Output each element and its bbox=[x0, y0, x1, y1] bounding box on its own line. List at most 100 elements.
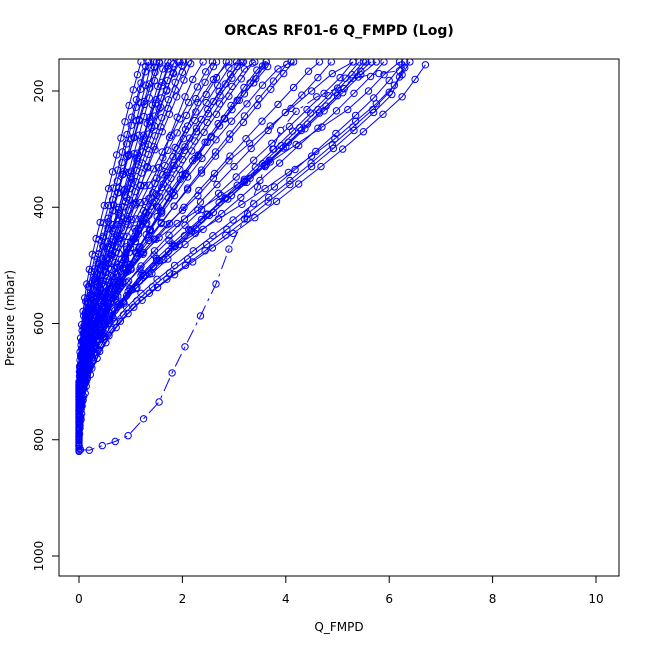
data-point bbox=[170, 161, 178, 170]
y-tick-label: 400 bbox=[32, 196, 46, 219]
series-line bbox=[78, 61, 354, 386]
data-point bbox=[312, 147, 320, 156]
data-point bbox=[223, 225, 231, 234]
y-axis: 200 400 600 800 1000 bbox=[32, 80, 60, 571]
data-point bbox=[180, 203, 188, 212]
data-point bbox=[307, 87, 316, 95]
data-point bbox=[138, 296, 146, 304]
data-point bbox=[102, 307, 110, 315]
data-point bbox=[165, 231, 173, 239]
data-point bbox=[180, 146, 189, 155]
data-point bbox=[184, 98, 193, 107]
data-point bbox=[269, 145, 277, 153]
data-point bbox=[173, 129, 181, 137]
data-point bbox=[167, 131, 175, 139]
data-point bbox=[98, 261, 106, 270]
data-point bbox=[133, 283, 141, 292]
data-point bbox=[192, 128, 201, 136]
data-point bbox=[250, 200, 258, 208]
data-point bbox=[104, 201, 113, 210]
data-point bbox=[179, 59, 188, 66]
data-point bbox=[196, 198, 205, 206]
data-point bbox=[385, 88, 393, 96]
data-point bbox=[359, 59, 368, 66]
data-point bbox=[196, 312, 205, 320]
data-point bbox=[225, 64, 233, 72]
data-point bbox=[169, 188, 178, 196]
data-point bbox=[181, 343, 189, 351]
data-point bbox=[168, 369, 176, 377]
data-point bbox=[291, 165, 299, 174]
data-point bbox=[116, 231, 124, 239]
data-point bbox=[158, 78, 166, 87]
data-point bbox=[132, 103, 140, 112]
data-point bbox=[154, 164, 163, 172]
data-point bbox=[158, 114, 166, 122]
data-point bbox=[109, 201, 118, 209]
data-point bbox=[237, 193, 245, 202]
data-point bbox=[126, 184, 134, 193]
data-point bbox=[128, 215, 136, 224]
data-point bbox=[125, 101, 133, 110]
data-point bbox=[189, 75, 197, 84]
data-point bbox=[315, 109, 324, 117]
data-point bbox=[188, 147, 196, 155]
data-point bbox=[331, 135, 339, 143]
data-point bbox=[113, 271, 121, 279]
data-point bbox=[153, 212, 161, 221]
data-point bbox=[240, 90, 249, 98]
data-point bbox=[142, 220, 150, 228]
data-point bbox=[307, 159, 315, 167]
data-point bbox=[119, 170, 128, 178]
data-point bbox=[267, 85, 275, 94]
series-25 bbox=[75, 59, 414, 422]
data-point bbox=[165, 110, 174, 119]
data-point bbox=[170, 261, 179, 270]
data-point bbox=[135, 277, 144, 285]
data-point bbox=[307, 162, 316, 171]
data-point bbox=[151, 146, 159, 154]
data-point bbox=[286, 176, 294, 185]
data-point bbox=[112, 293, 120, 301]
data-point bbox=[203, 240, 211, 249]
data-point bbox=[153, 283, 162, 292]
data-point bbox=[253, 183, 262, 191]
data-point bbox=[141, 197, 149, 206]
data-point bbox=[239, 59, 248, 66]
data-point bbox=[332, 129, 340, 138]
data-point bbox=[395, 67, 404, 75]
data-point bbox=[226, 152, 234, 160]
x-tick-label: 10 bbox=[588, 592, 603, 606]
data-point bbox=[104, 278, 113, 286]
data-point bbox=[255, 94, 263, 103]
data-point bbox=[155, 59, 163, 66]
data-point bbox=[182, 111, 191, 120]
data-point bbox=[142, 62, 150, 71]
data-point bbox=[181, 221, 189, 230]
data-point bbox=[123, 279, 131, 287]
data-point bbox=[173, 93, 181, 101]
series-line bbox=[80, 70, 400, 451]
data-point bbox=[276, 126, 285, 135]
data-point bbox=[164, 255, 172, 263]
data-point bbox=[132, 198, 140, 207]
data-point bbox=[256, 176, 264, 185]
data-point bbox=[132, 96, 141, 104]
data-point bbox=[240, 215, 249, 223]
data-point bbox=[349, 59, 357, 66]
data-point bbox=[132, 227, 140, 235]
data-point bbox=[133, 149, 142, 157]
data-point bbox=[258, 81, 267, 89]
data-point bbox=[85, 265, 94, 274]
data-point bbox=[214, 189, 223, 198]
data-point bbox=[212, 59, 221, 66]
data-point bbox=[189, 247, 198, 255]
data-point bbox=[200, 128, 208, 137]
data-point bbox=[107, 238, 116, 246]
data-point bbox=[314, 124, 322, 132]
data-point bbox=[152, 235, 160, 243]
data-point bbox=[129, 86, 138, 94]
data-point bbox=[97, 292, 105, 300]
data-point bbox=[90, 333, 99, 342]
data-point bbox=[187, 60, 195, 68]
